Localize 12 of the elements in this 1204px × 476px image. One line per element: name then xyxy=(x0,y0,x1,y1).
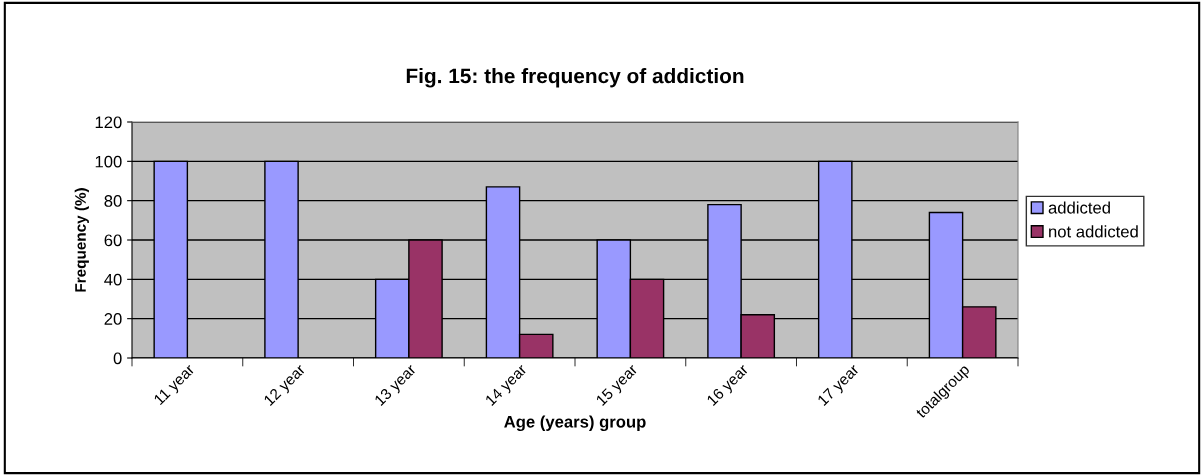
y-tick-label: 100 xyxy=(95,155,122,168)
legend-label: not addicted xyxy=(1049,225,1138,238)
y-tick-label: 120 xyxy=(95,116,122,129)
legend-label: addicted xyxy=(1048,201,1110,214)
chart-title: Fig. 15: the frequency of addiction xyxy=(406,68,744,88)
y-tick-label: 40 xyxy=(104,273,122,286)
x-axis-title: Age (years) group xyxy=(504,415,646,432)
y-tick-label: 0 xyxy=(113,352,122,365)
y-axis-title: Frequency (%) xyxy=(74,188,89,292)
y-tick-label: 80 xyxy=(104,195,122,207)
y-tick-label: 60 xyxy=(104,234,122,247)
y-tick-label: 20 xyxy=(104,313,122,325)
